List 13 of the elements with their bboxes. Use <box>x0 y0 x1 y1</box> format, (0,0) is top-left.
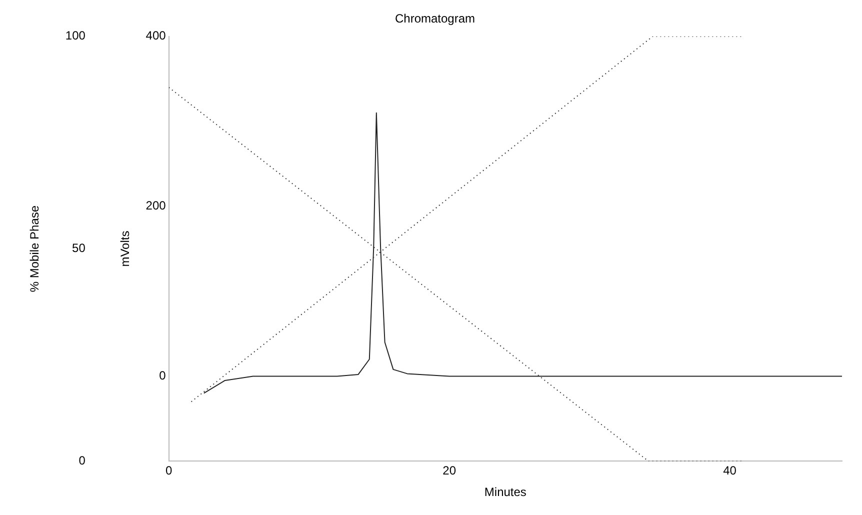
y-axis-title: % Mobile Phase <box>28 205 42 292</box>
y2-tick-label: 200 <box>146 198 166 213</box>
y-tick-label: 100 <box>65 28 86 43</box>
chart-title: Chromatogram <box>394 12 476 26</box>
x-axis-title: Minutes <box>484 485 526 500</box>
x-tick-label: 0 <box>166 464 172 478</box>
y2-tick-label: 400 <box>146 28 166 43</box>
y-tick-label: 50 <box>72 241 86 256</box>
x-tick-label: 40 <box>723 464 737 478</box>
x-tick-label: 20 <box>442 464 456 478</box>
y2-tick-label: 0 <box>159 368 166 383</box>
y2-axis-title: mVolts <box>118 230 132 267</box>
y-tick-label: 0 <box>78 454 86 468</box>
